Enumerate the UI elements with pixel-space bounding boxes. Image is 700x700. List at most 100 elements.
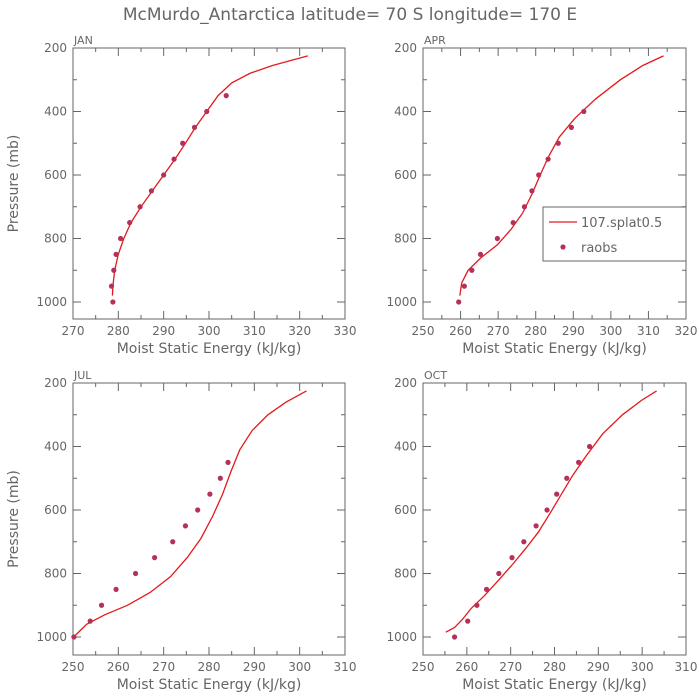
y-tick-label: 400 <box>44 440 67 454</box>
plot-frame <box>72 382 346 656</box>
legend: 107.splat0.5 raobs <box>542 206 687 262</box>
raobs-point <box>533 523 539 529</box>
raobs-point <box>127 220 133 226</box>
legend-box <box>542 206 687 262</box>
panel-label: APR <box>424 34 446 47</box>
x-tick-label: 280 <box>543 660 566 674</box>
y-tick-label: 1000 <box>386 630 417 644</box>
raobs-point <box>554 491 560 497</box>
x-tick-label: 320 <box>675 324 698 338</box>
raobs-point <box>477 251 484 257</box>
model-profile-line <box>111 55 308 296</box>
x-tick-label: 280 <box>107 324 130 338</box>
x-tick-label: 290 <box>243 660 266 674</box>
raobs-point <box>137 204 143 210</box>
raobs-point <box>108 283 115 289</box>
raobs-point <box>170 539 176 545</box>
raobs-point <box>564 475 570 481</box>
y-tick-label: 800 <box>44 567 67 581</box>
y-tick-label: 600 <box>44 168 67 182</box>
raobs-point <box>132 570 139 577</box>
x-tick-label: 300 <box>599 324 622 338</box>
x-tick-label: 260 <box>107 660 130 674</box>
raobs-point <box>71 634 77 640</box>
x-axis-label: Moist Static Energy (kJ/kg) <box>462 677 647 693</box>
y-tick-label: 800 <box>394 567 417 581</box>
raobs-point <box>225 459 231 465</box>
y-tick-label: 600 <box>394 503 417 517</box>
x-axis-label: Moist Static Energy (kJ/kg) <box>462 341 647 357</box>
raobs-point <box>113 251 119 257</box>
panel-jul: JUL 250 260 270 280 290 300 310 200 400 600 800 1000… <box>6 369 356 693</box>
raobs-point <box>171 156 177 162</box>
raobs-point <box>118 235 124 242</box>
raobs-point <box>509 555 515 561</box>
y-tick-label: 600 <box>44 503 67 517</box>
raobs-point <box>521 204 528 210</box>
raobs-point <box>586 443 593 450</box>
legend-obs-label: raobs <box>581 241 618 256</box>
y-tick-label: 1000 <box>36 295 67 309</box>
panel-label: JUL <box>73 369 92 382</box>
x-tick-label: 250 <box>412 324 435 338</box>
raobs-point <box>191 124 198 130</box>
raobs-point <box>182 523 189 529</box>
x-tick-label: 250 <box>412 660 435 674</box>
raobs-point <box>111 267 117 273</box>
raobs-point <box>207 491 213 497</box>
y-tick-label: 400 <box>394 440 417 454</box>
raobs-point <box>510 220 516 226</box>
raobs-point <box>483 586 490 592</box>
model-profile-line <box>445 390 657 633</box>
x-tick-label: 320 <box>288 324 311 338</box>
raobs-point <box>581 108 587 115</box>
raobs-point <box>223 93 229 99</box>
y-axis-label: Pressure (mb) <box>6 135 22 233</box>
x-tick-label: 330 <box>334 324 357 338</box>
figure-title: McMurdo_Antarctica latitude= 70 S longit… <box>123 5 577 25</box>
x-tick-label: 300 <box>288 660 311 674</box>
raobs-point <box>529 188 535 194</box>
y-axis-label: Pressure (mb) <box>6 470 22 568</box>
raobs-point <box>461 283 467 289</box>
panel-oct: OCT 250 260 270 280 290 300 310 200 400 600 800 1000… <box>386 369 697 693</box>
x-tick-label: 270 <box>499 660 522 674</box>
x-tick-label: 280 <box>524 324 547 338</box>
x-axis-label: Moist Static Energy (kJ/kg) <box>117 341 302 357</box>
raobs-point <box>204 108 210 115</box>
raobs-point <box>148 188 155 194</box>
y-tick-label: 600 <box>394 168 417 182</box>
x-tick-label: 260 <box>455 660 478 674</box>
x-tick-label: 290 <box>562 324 585 338</box>
x-tick-label: 290 <box>587 660 610 674</box>
x-axis-label: Moist Static Energy (kJ/kg) <box>117 677 302 693</box>
x-tick-label: 250 <box>62 660 85 674</box>
raobs-point <box>474 602 480 608</box>
x-tick-label: 290 <box>152 324 175 338</box>
x-tick-label: 310 <box>334 660 357 674</box>
model-profile-line <box>74 390 307 636</box>
raobs-point <box>545 156 551 162</box>
y-tick-label: 200 <box>44 41 67 55</box>
panels: JAN 270 280 290 300 310 320 330 200 400 600 800 1000… <box>6 34 697 693</box>
y-tick-label: 200 <box>44 376 67 390</box>
raobs-point <box>456 299 462 305</box>
raobs-point <box>195 507 201 513</box>
raobs-point <box>544 507 550 513</box>
raobs-point <box>496 570 502 577</box>
raobs-point <box>87 618 93 624</box>
raobs-point <box>521 539 527 545</box>
raobs-point <box>161 172 167 178</box>
x-tick-label: 310 <box>675 660 698 674</box>
x-tick-label: 300 <box>198 324 221 338</box>
raobs-point <box>465 618 471 624</box>
legend-obs-swatch <box>560 244 566 250</box>
raobs-point <box>555 140 561 146</box>
y-tick-label: 800 <box>394 232 417 246</box>
x-tick-label: 270 <box>487 324 510 338</box>
y-tick-label: 200 <box>394 376 417 390</box>
raobs-point <box>180 140 186 146</box>
y-tick-label: 1000 <box>36 630 67 644</box>
x-tick-label: 310 <box>637 324 660 338</box>
